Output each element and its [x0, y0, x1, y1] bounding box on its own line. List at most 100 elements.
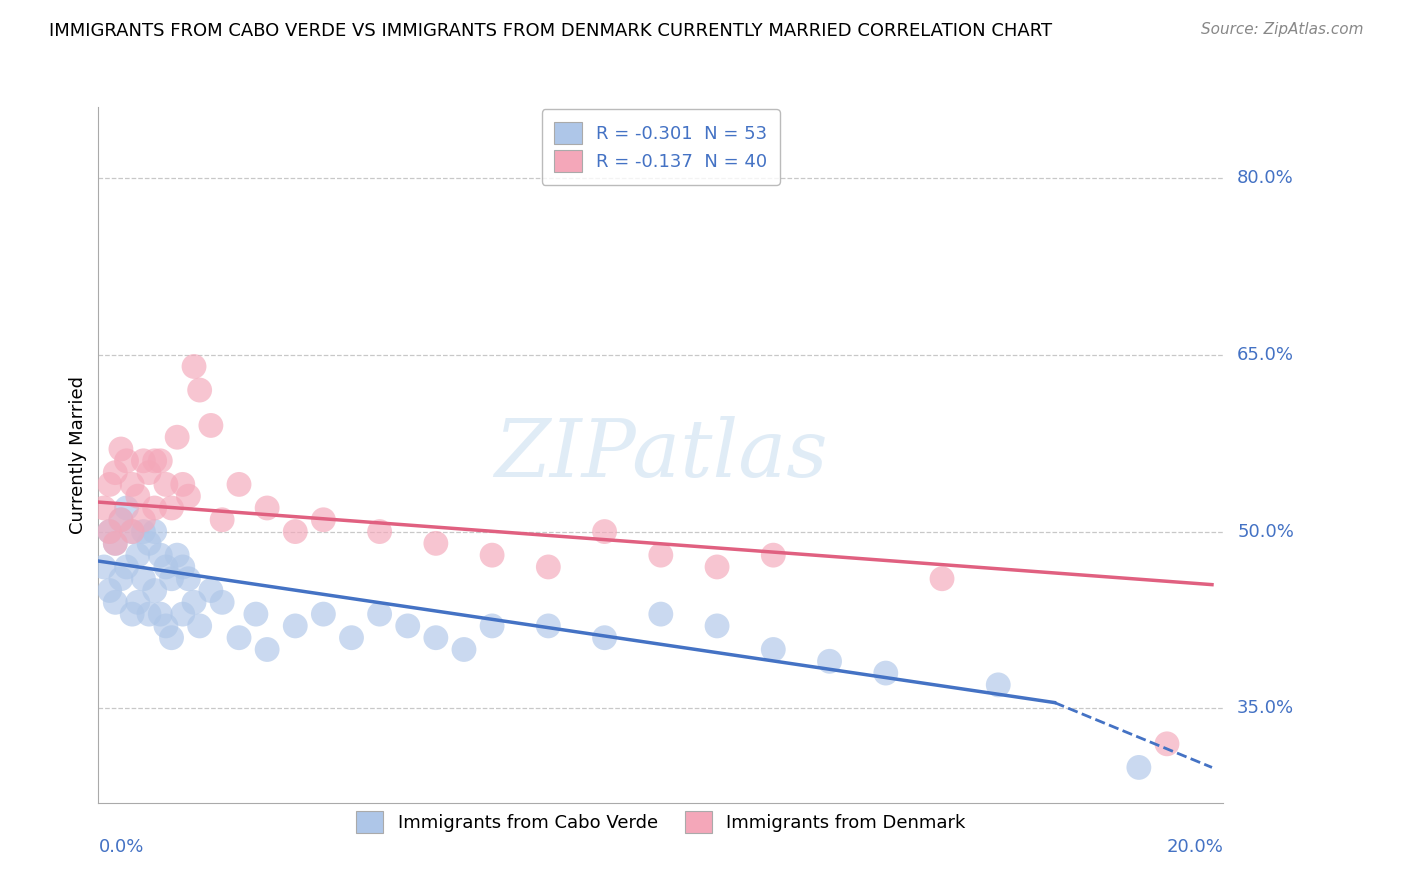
Text: 80.0%: 80.0% [1237, 169, 1294, 186]
Point [93, 500, 115, 515]
Point [104, 536, 127, 550]
Point [183, 359, 205, 374]
Point [98, 524, 121, 539]
Point [110, 513, 132, 527]
Point [183, 595, 205, 609]
Point [115, 454, 138, 468]
Point [143, 524, 166, 539]
Point [172, 560, 194, 574]
Point [453, 642, 475, 657]
Text: Source: ZipAtlas.com: Source: ZipAtlas.com [1201, 22, 1364, 37]
Point [110, 442, 132, 456]
Point [875, 666, 897, 681]
Point [177, 489, 200, 503]
Point [284, 619, 307, 633]
Point [149, 607, 172, 621]
Point [650, 607, 672, 621]
Point [650, 548, 672, 562]
Text: 20.0%: 20.0% [1167, 838, 1223, 855]
Point [132, 572, 155, 586]
Point [98, 583, 121, 598]
Point [121, 524, 143, 539]
Point [188, 619, 211, 633]
Point [172, 477, 194, 491]
Point [228, 631, 250, 645]
Point [138, 466, 160, 480]
Point [481, 548, 503, 562]
Point [166, 430, 188, 444]
Point [200, 418, 222, 433]
Point [211, 513, 233, 527]
Point [160, 631, 183, 645]
Text: IMMIGRANTS FROM CABO VERDE VS IMMIGRANTS FROM DENMARK CURRENTLY MARRIED CORRELAT: IMMIGRANTS FROM CABO VERDE VS IMMIGRANTS… [49, 22, 1052, 40]
Point [177, 572, 200, 586]
Point [188, 383, 211, 397]
Y-axis label: Currently Married: Currently Married [69, 376, 87, 534]
Point [132, 513, 155, 527]
Point [160, 572, 183, 586]
Text: 50.0%: 50.0% [1237, 523, 1294, 541]
Point [706, 619, 728, 633]
Point [149, 454, 172, 468]
Point [368, 607, 391, 621]
Point [143, 454, 166, 468]
Point [228, 477, 250, 491]
Point [706, 560, 728, 574]
Point [312, 607, 335, 621]
Point [110, 572, 132, 586]
Text: ZIPatlas: ZIPatlas [494, 417, 828, 493]
Text: 65.0%: 65.0% [1237, 346, 1294, 364]
Point [98, 524, 121, 539]
Point [127, 489, 149, 503]
Point [245, 607, 267, 621]
Point [115, 500, 138, 515]
Point [127, 595, 149, 609]
Point [143, 500, 166, 515]
Point [155, 619, 177, 633]
Point [155, 560, 177, 574]
Point [138, 536, 160, 550]
Point [104, 536, 127, 550]
Point [762, 642, 785, 657]
Point [818, 654, 841, 668]
Point [138, 607, 160, 621]
Point [396, 619, 419, 633]
Point [931, 572, 953, 586]
Point [762, 548, 785, 562]
Point [121, 477, 143, 491]
Text: 0.0%: 0.0% [98, 838, 143, 855]
Point [110, 513, 132, 527]
Point [987, 678, 1010, 692]
Point [1128, 760, 1150, 774]
Point [425, 631, 447, 645]
Point [368, 524, 391, 539]
Point [312, 513, 335, 527]
Point [115, 560, 138, 574]
Point [340, 631, 363, 645]
Point [593, 524, 616, 539]
Point [155, 477, 177, 491]
Point [121, 607, 143, 621]
Point [481, 619, 503, 633]
Point [149, 548, 172, 562]
Point [166, 548, 188, 562]
Point [127, 548, 149, 562]
Point [1156, 737, 1178, 751]
Point [104, 466, 127, 480]
Point [172, 607, 194, 621]
Legend: Immigrants from Cabo Verde, Immigrants from Denmark: Immigrants from Cabo Verde, Immigrants f… [347, 803, 974, 842]
Point [93, 560, 115, 574]
Point [143, 583, 166, 598]
Text: 35.0%: 35.0% [1237, 699, 1295, 717]
Point [160, 500, 183, 515]
Point [284, 524, 307, 539]
Point [256, 500, 278, 515]
Point [256, 642, 278, 657]
Point [132, 524, 155, 539]
Point [537, 619, 560, 633]
Point [593, 631, 616, 645]
Point [98, 477, 121, 491]
Point [132, 454, 155, 468]
Point [537, 560, 560, 574]
Point [211, 595, 233, 609]
